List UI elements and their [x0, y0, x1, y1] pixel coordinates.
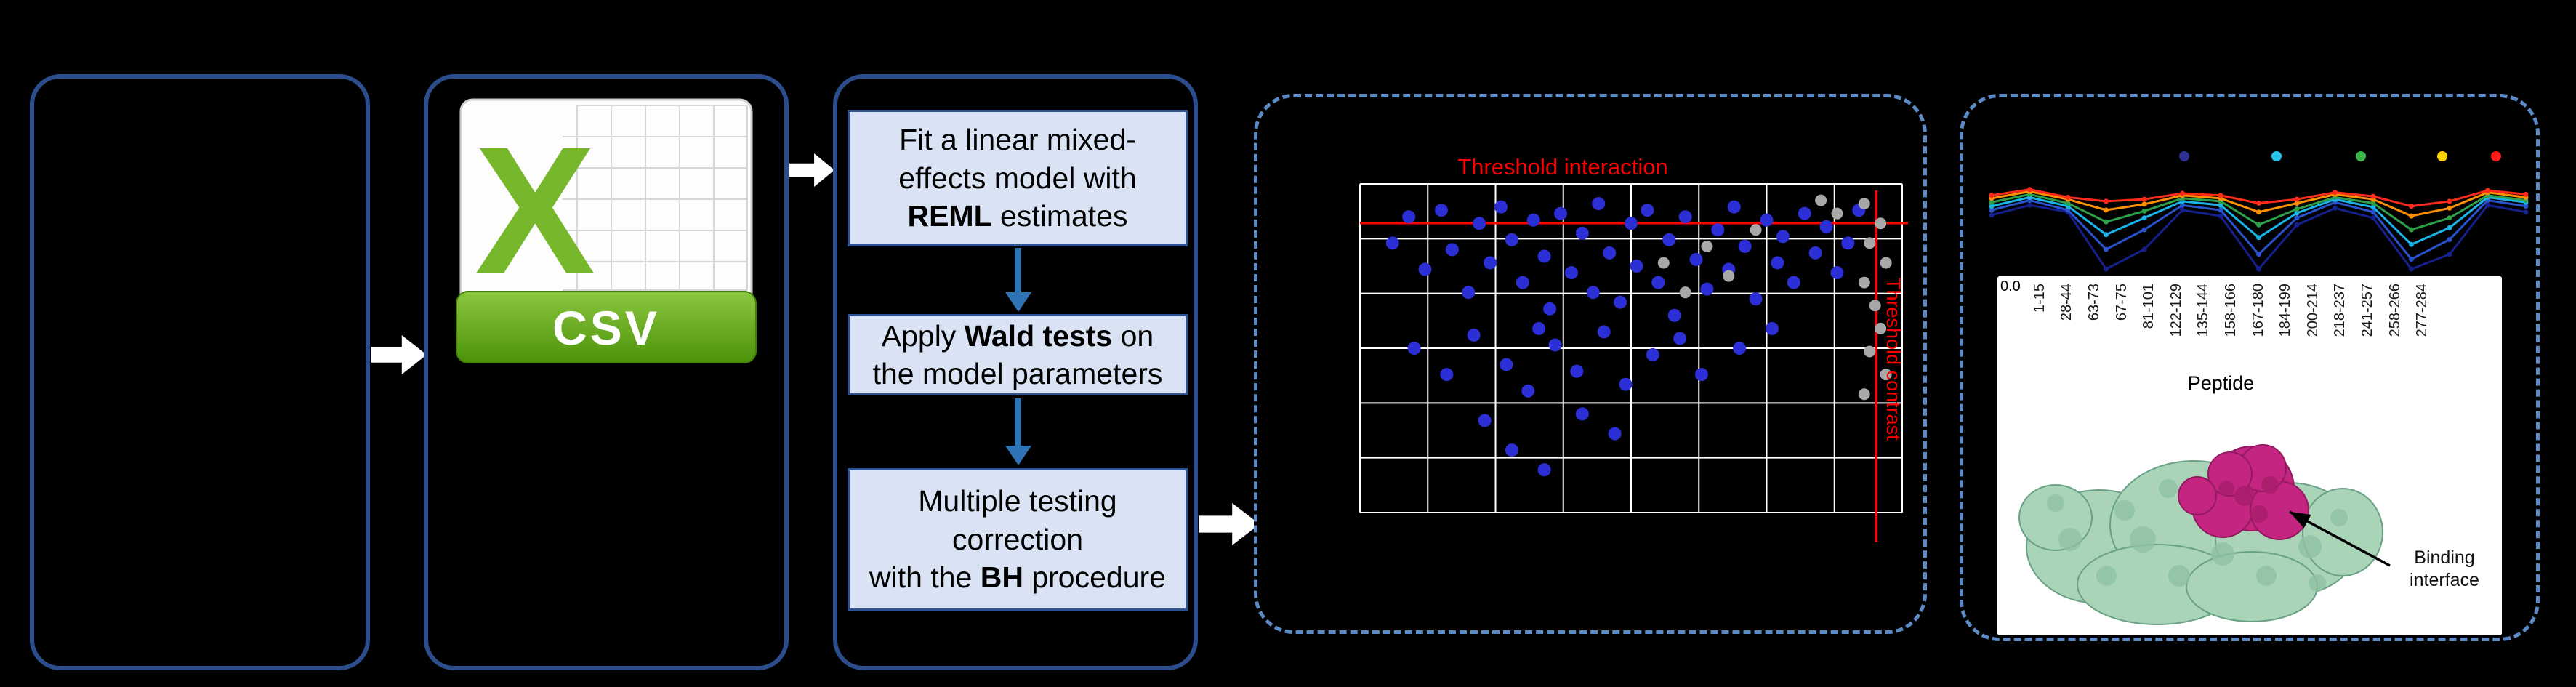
threshold-contrast-label: Threshold contrast — [1883, 278, 1904, 441]
binding-interface-region — [2178, 444, 2309, 540]
peptide-tick-label: 67-75 — [2113, 284, 2130, 321]
step-bh-correction: Multiple testing correction with the BH … — [848, 468, 1188, 611]
input-data-panel — [30, 74, 370, 670]
peptide-tick-label: 135-144 — [2195, 284, 2212, 337]
step-text: correction — [951, 522, 1083, 556]
peptide-axis-title: Peptide — [2187, 372, 2255, 394]
step-fit-model: Fit a linear mixed- effects model with R… — [848, 110, 1188, 246]
peptide-axis-labels: 1-15 28-44 63-73 67-75 81-101 122-129 135-144 1… — [2016, 284, 2431, 382]
peptide-tick-label: 28-44 — [2058, 284, 2075, 321]
excel-x-letter: X — [475, 109, 596, 312]
peptide-tick-label: 167-180 — [2250, 284, 2266, 337]
step-wald-tests: Apply Wald tests on the model parameters — [848, 314, 1188, 395]
peptide-tick-label: 184-199 — [2277, 284, 2294, 337]
csv-file-icon: X CSV — [456, 98, 757, 363]
threshold-interaction-label: Threshold interaction — [1457, 154, 1668, 180]
down-arrow-icon — [1015, 248, 1021, 293]
csv-banner — [456, 291, 757, 363]
peptide-tick-label: 158-166 — [2222, 284, 2239, 337]
y-axis-zero-label: 0.0 — [2000, 278, 2021, 294]
protein-structure — [2018, 444, 2383, 625]
peptide-tick-label: 122-129 — [2168, 284, 2184, 337]
step-text: Multiple testing — [918, 484, 1117, 518]
step-text: REML estimates — [907, 199, 1128, 233]
down-arrow-icon — [1015, 398, 1021, 446]
flow-arrow-icon — [789, 153, 834, 187]
step-text: Fit a linear mixed- — [899, 123, 1136, 157]
step-text: the model parameters — [872, 357, 1163, 390]
step-text: effects model with — [898, 161, 1137, 195]
peptide-tick-label: 81-101 — [2141, 284, 2157, 329]
flow-arrow-icon — [371, 335, 427, 374]
volcano-plot — [1359, 183, 1908, 542]
peptide-tick-label: 63-73 — [2085, 284, 2102, 321]
step-text: Apply Wald tests on — [881, 318, 1154, 353]
peptide-tick-label: 258-266 — [2386, 284, 2403, 337]
peptide-tick-label: 241-257 — [2359, 284, 2375, 337]
step-text: with the BH procedure — [869, 561, 1166, 595]
flow-arrow-icon — [1199, 503, 1260, 545]
peptide-tick-label: 1-15 — [2031, 284, 2048, 313]
csv-banner-label: CSV — [552, 301, 660, 355]
peptide-tick-label: 277-284 — [2414, 284, 2431, 337]
spreadsheet-grid-icon — [563, 105, 748, 291]
uptake-chart — [1989, 151, 2529, 272]
binding-interface-label: Binding interface — [2410, 547, 2479, 591]
peptide-tick-label: 200-214 — [2304, 284, 2321, 337]
peptide-tick-label: 218-237 — [2332, 284, 2348, 337]
